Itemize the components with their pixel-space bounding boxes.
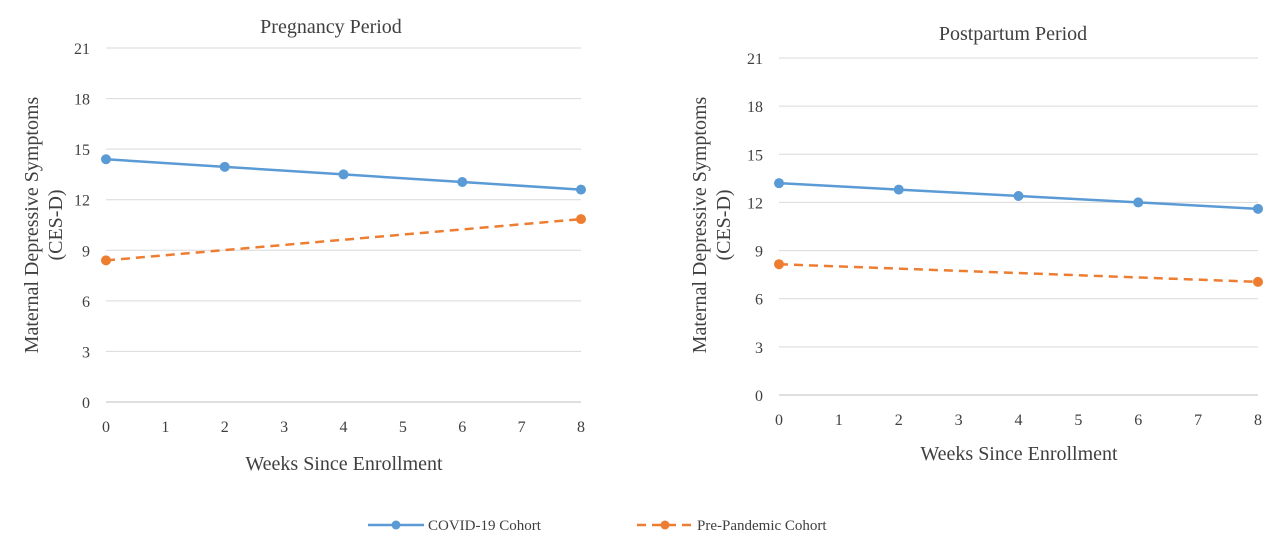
y-tick-label: 6 <box>755 292 763 309</box>
y-axis-title: Maternal Depressive Symptoms (CES-D) <box>689 96 735 353</box>
data-point <box>338 169 349 180</box>
y-tick-label: 21 <box>74 41 90 58</box>
y-tick-labels: 0 3 6 9 12 15 18 21 <box>747 51 763 405</box>
x-tick-label: 5 <box>1074 412 1082 429</box>
data-point <box>1133 197 1144 208</box>
y-tick-label: 9 <box>755 244 763 261</box>
legend-marker <box>391 520 401 530</box>
y-axis-title: Maternal Depressive Symptoms (CES-D) <box>21 96 67 353</box>
x-tick-label: 7 <box>1194 412 1202 429</box>
y-tick-label: 12 <box>74 193 90 210</box>
data-point <box>1253 276 1263 287</box>
series-layer <box>101 154 586 266</box>
legend-label: Pre-Pandemic Cohort <box>697 518 827 534</box>
data-point <box>457 177 468 188</box>
x-axis-title: Weeks Since Enrollment <box>920 443 1118 465</box>
data-point <box>893 184 904 195</box>
y-tick-label: 0 <box>82 395 90 412</box>
y-tick-label: 6 <box>82 294 90 311</box>
legend-marker <box>660 520 670 530</box>
x-tick-label: 0 <box>775 412 783 429</box>
legend-item-covid: COVID-19 Cohort <box>368 518 542 534</box>
data-point <box>774 178 784 189</box>
legend-item-pre-pandemic: Pre-Pandemic Cohort <box>637 518 827 534</box>
x-tick-label: 8 <box>577 419 585 436</box>
x-tick-label: 1 <box>161 419 169 436</box>
y-tick-label: 12 <box>747 195 763 212</box>
x-tick-label: 7 <box>518 419 526 436</box>
data-point <box>1253 203 1263 214</box>
legend-label: COVID-19 Cohort <box>428 518 542 534</box>
data-point <box>1013 191 1024 202</box>
x-tick-labels: 0 1 2 3 4 5 6 7 8 <box>102 419 585 436</box>
data-point <box>576 214 586 225</box>
x-tick-label: 3 <box>955 412 963 429</box>
data-point <box>101 255 111 266</box>
x-tick-label: 3 <box>280 419 288 436</box>
y-tick-label: 18 <box>74 92 90 109</box>
x-tick-label: 4 <box>340 419 348 436</box>
x-tick-label: 4 <box>1015 412 1023 429</box>
chart-title: Pregnancy Period <box>260 16 402 38</box>
series-layer <box>774 178 1263 287</box>
series-line-pre-pandemic <box>105 217 582 262</box>
x-tick-label: 2 <box>895 412 903 429</box>
chart-title: Postpartum Period <box>939 23 1087 45</box>
data-point <box>576 184 586 195</box>
data-point <box>101 154 111 165</box>
x-tick-label: 8 <box>1254 412 1262 429</box>
y-tick-label: 18 <box>747 99 763 116</box>
data-point <box>774 259 784 270</box>
x-tick-label: 2 <box>221 419 229 436</box>
x-tick-label: 6 <box>1134 412 1142 429</box>
y-tick-label: 21 <box>747 51 763 68</box>
data-point <box>219 161 230 172</box>
x-tick-labels: 0 1 2 3 4 5 6 7 8 <box>775 412 1262 429</box>
y-gridlines <box>779 57 1258 396</box>
x-tick-label: 1 <box>835 412 843 429</box>
y-tick-label: 15 <box>74 142 90 159</box>
y-gridlines <box>106 47 581 403</box>
x-tick-label: 6 <box>458 419 466 436</box>
y-tick-label: 9 <box>82 243 90 260</box>
y-tick-label: 15 <box>747 147 763 164</box>
x-tick-label: 0 <box>102 419 110 436</box>
legend: COVID-19 Cohort Pre-Pandemic Cohort <box>368 518 827 534</box>
y-tick-label: 3 <box>755 340 763 357</box>
x-axis-title: Weeks Since Enrollment <box>245 453 443 475</box>
series-line-pre-pandemic <box>778 262 1259 284</box>
x-tick-label: 5 <box>399 419 407 436</box>
y-tick-label: 0 <box>755 388 763 405</box>
y-tick-label: 3 <box>82 344 90 361</box>
y-tick-labels: 0 3 6 9 12 15 18 21 <box>74 41 90 412</box>
